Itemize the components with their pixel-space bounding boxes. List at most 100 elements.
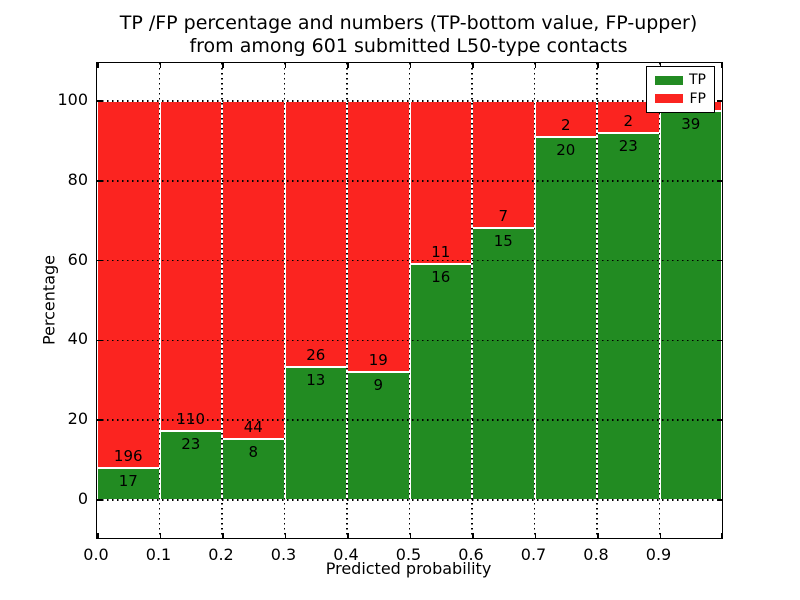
legend-entry-tp: TP (655, 72, 706, 88)
x-tick-mark-top (597, 63, 599, 68)
x-tick-mark (659, 533, 661, 538)
x-tick-label: 0.7 (520, 545, 547, 564)
bar-label-fp: 11 (431, 242, 451, 261)
bar-segment-fp (97, 101, 160, 469)
x-tick-mark-top (472, 63, 474, 68)
bar-label-tp: 39 (681, 114, 701, 133)
gridline-v (658, 63, 661, 538)
gridline-v (221, 63, 223, 538)
bar-label-tp: 20 (556, 141, 576, 160)
x-tick-mark (97, 533, 99, 538)
bar-label-tp: 15 (493, 231, 513, 250)
x-tick-mark-top (222, 63, 224, 68)
bar-label-tp: 23 (618, 136, 638, 155)
gridline-v (408, 63, 411, 538)
x-tick-mark (347, 533, 349, 538)
bar-label-fp: 26 (306, 346, 326, 364)
bar-label-fp: 2 (560, 116, 571, 135)
y-tick-label: 80 (67, 169, 88, 189)
legend-entry-fp: FP (655, 91, 706, 107)
bar-label-tp: 8 (248, 442, 259, 461)
y-tick-label: 40 (67, 329, 88, 349)
x-tick-mark-top (409, 63, 411, 68)
x-tick-label: 0.4 (333, 545, 359, 564)
gridline-v (283, 63, 286, 538)
y-tick-label: 0 (77, 489, 88, 508)
x-tick-mark (159, 533, 161, 538)
y-tick-mark-right (717, 100, 722, 102)
bar-segment-tp (659, 110, 722, 500)
bar-label-tp: 9 (373, 375, 384, 394)
tick-marks-layer (97, 63, 722, 538)
y-tick-mark-right (717, 419, 722, 421)
x-tick-label: 0.9 (645, 545, 672, 564)
bar-segment-fp (284, 101, 347, 367)
x-tick-mark-top (659, 63, 661, 68)
x-tick-label: 0.1 (145, 545, 172, 564)
y-tick-mark-right (717, 339, 722, 342)
y-tick-mark-right (717, 259, 722, 262)
bar-label-tp: 13 (306, 371, 326, 389)
x-tick-label: 0.5 (395, 545, 422, 564)
bar-segment-fp (347, 101, 410, 372)
chart-title-line2: from among 601 submitted L50-type contac… (189, 35, 628, 57)
bar-label-fp: 19 (368, 350, 388, 369)
legend: TP FP (646, 66, 715, 113)
bar-segment-fp (409, 101, 472, 264)
fp-swatch-icon (655, 94, 683, 104)
x-tick-mark-top (534, 63, 536, 68)
bar-segment-fp (472, 101, 535, 228)
chart-title-line1: TP /FP percentage and numbers (TP-bottom… (119, 12, 698, 34)
bar-label-tp: 17 (118, 472, 138, 491)
x-tick-mark (597, 533, 599, 538)
tp-swatch-icon (655, 75, 683, 85)
gridline-v (471, 63, 473, 538)
y-tick-mark (97, 100, 102, 102)
bar-label-fp: 2 (623, 111, 634, 130)
y-tick-mark (97, 259, 102, 262)
y-tick-mark-right (717, 499, 722, 501)
y-tick-mark (97, 180, 102, 182)
x-tick-mark-top (720, 63, 722, 68)
y-tick-label: 100 (57, 90, 88, 109)
y-tick-mark (97, 419, 102, 421)
x-tick-mark-top (159, 63, 161, 68)
x-tick-mark (534, 533, 536, 538)
x-tick-label: 0.2 (208, 545, 234, 564)
gridline-v (596, 63, 598, 538)
x-axis-label: Predicted probability (325, 559, 492, 578)
y-tick-mark (97, 339, 102, 342)
plot-area: 196 17 110 23 44 8 26 13 19 9 11 16 7 15 2 20 2 23 39 (96, 62, 723, 539)
bar-segment-tp (597, 132, 660, 500)
bar-label-fp: 110 (176, 410, 206, 428)
x-tick-mark-top (97, 63, 99, 68)
bar-label-fp: 7 (498, 206, 509, 225)
bar-label-fp: 44 (243, 417, 263, 436)
x-tick-label: 0.0 (83, 545, 109, 564)
legend-label-fp: FP (689, 90, 707, 107)
y-tick-mark (97, 499, 102, 501)
y-tick-label: 60 (67, 249, 88, 269)
y-tick-mark-right (717, 180, 722, 182)
x-tick-mark (720, 533, 722, 538)
bar-label-tp: 23 (181, 435, 201, 453)
gridline-v (158, 63, 161, 538)
bar-segment-tp (97, 468, 160, 500)
chart-title: TP /FP percentage and numbers (TP-bottom… (96, 12, 721, 58)
x-tick-mark (222, 533, 224, 538)
x-tick-mark (472, 533, 474, 538)
bar-label-fp: 196 (113, 447, 143, 466)
x-tick-label: 0.8 (583, 545, 609, 564)
x-tick-mark (284, 533, 286, 538)
bars-layer (97, 63, 722, 538)
x-tick-mark (409, 533, 411, 538)
bar-label-tp: 16 (431, 267, 451, 286)
bar-segment-fp (222, 101, 285, 439)
gridline-v (533, 63, 536, 538)
legend-label-tp: TP (689, 72, 706, 89)
bar-labels-layer: 196 17 110 23 44 8 26 13 19 9 11 16 7 15 2 20 2 23 39 (97, 63, 722, 538)
grid-layer (97, 63, 722, 538)
x-tick-label: 0.3 (270, 545, 297, 564)
x-tick-mark-top (347, 63, 349, 68)
